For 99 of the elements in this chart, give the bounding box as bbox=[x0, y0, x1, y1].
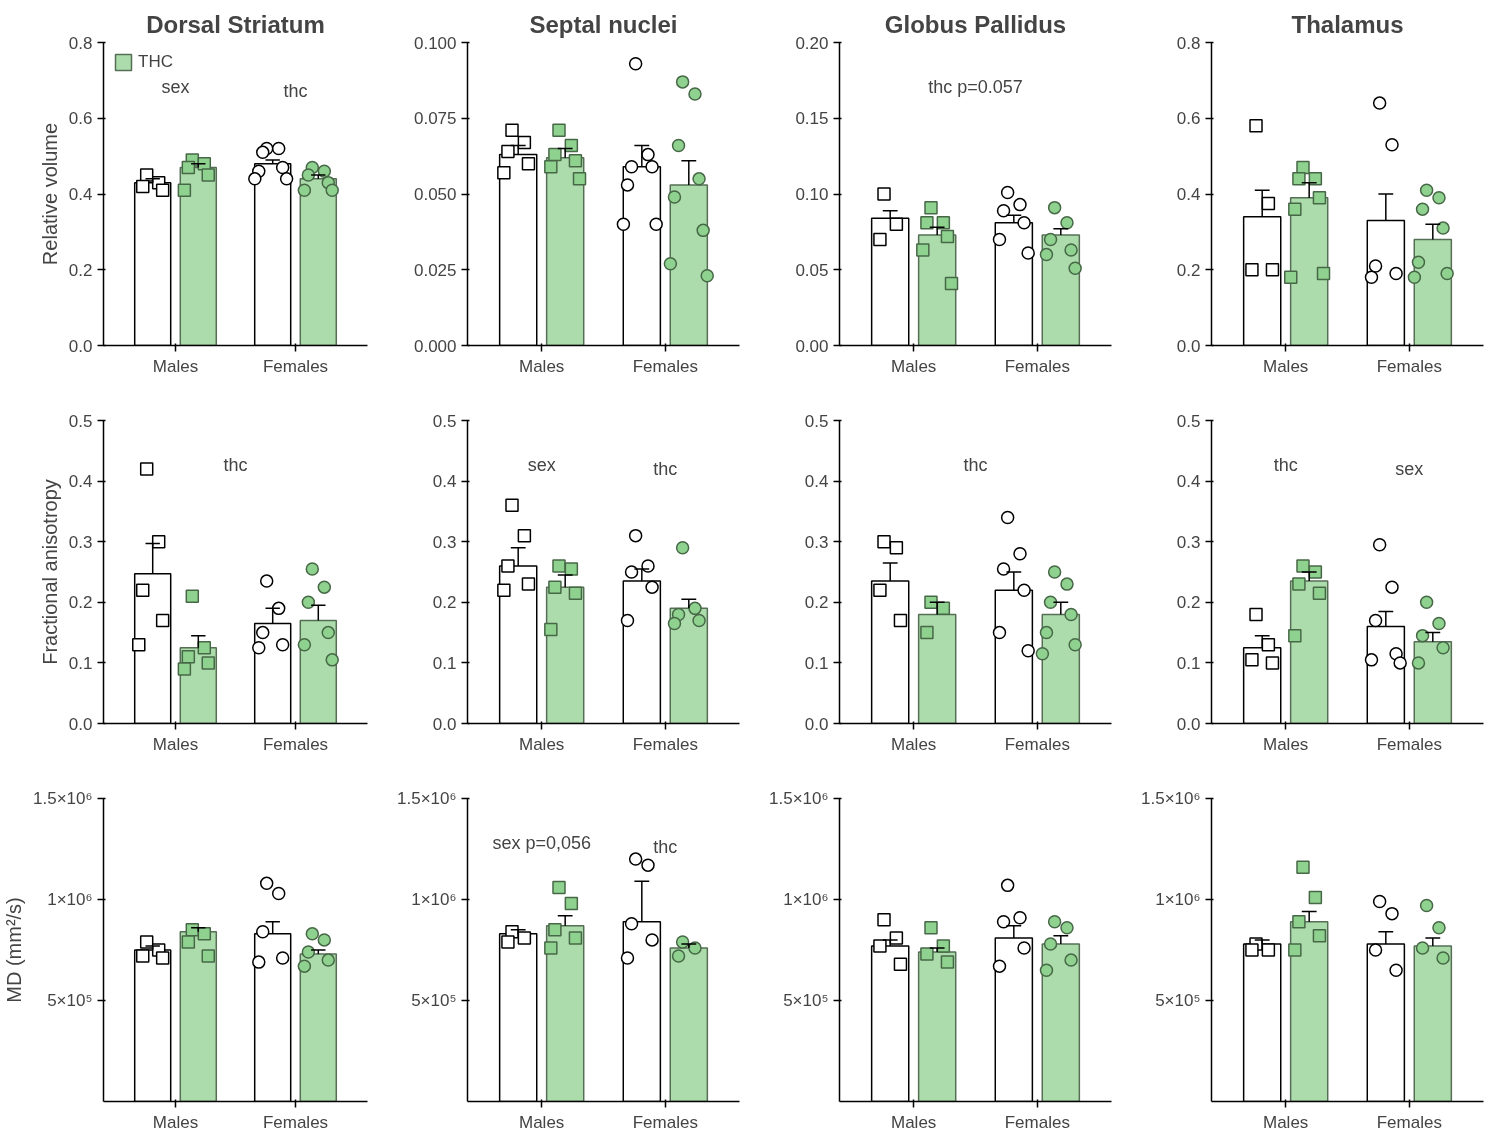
x-tick-label: Males bbox=[1263, 356, 1309, 376]
y-tick-label: 0.0 bbox=[1176, 336, 1201, 356]
y-tick-label: 0.100 bbox=[413, 33, 457, 53]
legend-label: THC bbox=[138, 52, 173, 72]
y-tick-label: 1×10⁶ bbox=[47, 890, 93, 909]
x-tick-label: Females bbox=[262, 356, 329, 376]
y-tick-label: 0.05 bbox=[795, 260, 829, 280]
y-tick-label: 0.3 bbox=[804, 532, 829, 552]
y-tick-label: 1.5×10⁶ bbox=[397, 789, 457, 808]
y-tick-label: 5×10⁵ bbox=[783, 991, 829, 1010]
y-tick-label: 0.2 bbox=[804, 593, 829, 613]
y-tick-label: 0.00 bbox=[795, 336, 829, 356]
x-tick-label: Females bbox=[1004, 734, 1070, 754]
y-tick-label: 0.4 bbox=[1176, 185, 1201, 204]
x-tick-label: Males bbox=[519, 734, 565, 754]
y-tick-label: 0.2 bbox=[68, 260, 93, 280]
x-tick-label: Females bbox=[262, 734, 329, 754]
x-tick-label: Males bbox=[519, 356, 565, 376]
y-tick-label: 0.8 bbox=[68, 33, 93, 53]
annotation: thc bbox=[653, 836, 678, 857]
x-tick-label: Males bbox=[519, 1112, 565, 1132]
y-tick-label: 0.2 bbox=[432, 593, 457, 613]
y-tick-label: 0.0 bbox=[432, 714, 457, 734]
y-tick-label: 0.5 bbox=[1176, 411, 1201, 431]
y-tick-label: 1.5×10⁶ bbox=[769, 789, 829, 808]
y-tick-label: 0.4 bbox=[1176, 472, 1201, 492]
y-tick-label: 0.000 bbox=[413, 336, 457, 356]
y-tick-label: 0.5 bbox=[804, 411, 829, 431]
y-tick-label: 1.5×10⁶ bbox=[1141, 789, 1201, 808]
annotation: sex bbox=[527, 454, 556, 475]
y-tick-label: 0.2 bbox=[1176, 260, 1201, 280]
x-tick-label: Females bbox=[1004, 356, 1070, 376]
x-tick-label: Females bbox=[632, 1112, 698, 1132]
y-tick-label: 0.1 bbox=[68, 653, 93, 673]
annotation: thc bbox=[653, 458, 678, 479]
x-tick-label: Males bbox=[891, 734, 937, 754]
y-tick-label: 0.050 bbox=[413, 185, 457, 204]
y-tick-label: 0.0 bbox=[68, 336, 93, 356]
x-tick-label: Females bbox=[1376, 356, 1442, 376]
annotation: sex bbox=[1395, 458, 1424, 479]
y-tick-label: 0.3 bbox=[1176, 532, 1201, 552]
y-tick-label: 0.10 bbox=[795, 185, 829, 204]
y-tick-label: 1×10⁶ bbox=[783, 890, 829, 909]
y-tick-label: 0.4 bbox=[68, 472, 93, 492]
y-tick-label: 0.2 bbox=[1176, 593, 1201, 613]
y-tick-label: 1.5×10⁶ bbox=[33, 789, 93, 808]
y-axis-title: Fractional anisotropy bbox=[38, 479, 61, 665]
annotation: thc bbox=[1273, 454, 1298, 475]
y-tick-label: 0.0 bbox=[1176, 714, 1201, 734]
y-tick-label: 0.8 bbox=[1176, 33, 1201, 53]
y-tick-label: 0.025 bbox=[413, 260, 457, 280]
y-tick-label: 1×10⁶ bbox=[411, 890, 457, 909]
x-tick-label: Females bbox=[1376, 734, 1442, 754]
y-tick-label: 0.4 bbox=[432, 472, 457, 492]
annotation: thc bbox=[963, 454, 988, 475]
y-tick-label: 0.20 bbox=[795, 33, 829, 53]
chart-title: Thalamus bbox=[1291, 10, 1404, 38]
x-tick-label: Males bbox=[891, 356, 937, 376]
y-tick-label: 0.4 bbox=[804, 472, 829, 492]
x-tick-label: Males bbox=[152, 356, 199, 376]
x-tick-label: Females bbox=[1004, 1112, 1070, 1132]
y-tick-label: 0.3 bbox=[432, 532, 457, 552]
y-tick-label: 1×10⁶ bbox=[1155, 890, 1201, 909]
y-tick-label: 0.15 bbox=[795, 109, 829, 129]
chart-title: Globus Pallidus bbox=[884, 10, 1067, 38]
x-tick-label: Females bbox=[632, 734, 698, 754]
x-tick-label: Females bbox=[262, 1112, 329, 1132]
y-tick-label: 0.1 bbox=[804, 653, 829, 673]
x-tick-label: Males bbox=[891, 1112, 937, 1132]
y-tick-label: 0.0 bbox=[68, 714, 93, 734]
y-tick-label: 0.2 bbox=[68, 593, 93, 613]
y-tick-label: 0.1 bbox=[432, 653, 457, 673]
y-tick-label: 5×10⁵ bbox=[1155, 991, 1201, 1010]
annotation: sex p=0,056 bbox=[492, 832, 591, 853]
x-tick-label: Females bbox=[1376, 1112, 1442, 1132]
y-tick-label: 0.075 bbox=[413, 109, 457, 129]
annotation: thc p=0.057 bbox=[928, 76, 1023, 97]
x-tick-label: Males bbox=[152, 1112, 199, 1132]
y-tick-label: 5×10⁵ bbox=[411, 991, 457, 1010]
y-tick-label: 0.6 bbox=[68, 109, 93, 129]
annotation: thc bbox=[223, 454, 248, 475]
y-tick-label: 5×10⁵ bbox=[47, 991, 93, 1010]
chart-title: Septal nuclei bbox=[529, 10, 678, 38]
x-tick-label: Males bbox=[1263, 734, 1309, 754]
x-tick-label: Males bbox=[152, 734, 199, 754]
y-tick-label: 0.3 bbox=[68, 532, 93, 552]
y-tick-label: 0.5 bbox=[432, 411, 457, 431]
y-tick-label: 0.5 bbox=[68, 411, 93, 431]
x-tick-label: Females bbox=[632, 356, 698, 376]
y-tick-label: 0.4 bbox=[68, 185, 93, 204]
annotation: thc bbox=[283, 80, 308, 101]
y-tick-label: 0.6 bbox=[1176, 109, 1201, 129]
y-tick-label: 0.1 bbox=[1176, 653, 1201, 673]
x-tick-label: Males bbox=[1263, 1112, 1309, 1132]
annotation: sex bbox=[161, 76, 190, 97]
chart-title: Dorsal Striatum bbox=[146, 10, 325, 38]
y-axis-title: MD (mm²/s) bbox=[3, 897, 26, 1003]
y-axis-title: Relative volume bbox=[38, 122, 61, 266]
y-tick-label: 0.0 bbox=[804, 714, 829, 734]
